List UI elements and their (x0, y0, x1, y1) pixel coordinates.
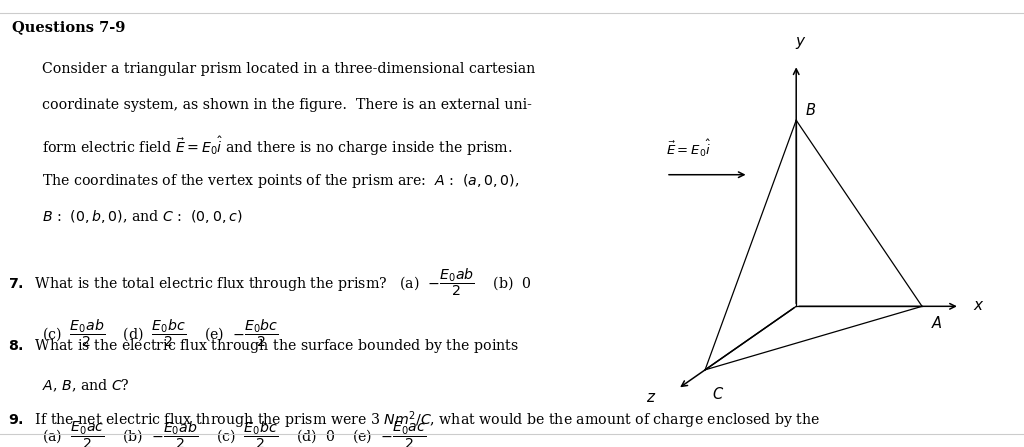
Text: $\vec{E} = E_0\hat{i}$: $\vec{E} = E_0\hat{i}$ (666, 138, 712, 159)
Text: $x$: $x$ (973, 299, 984, 313)
Text: coordinate system, as shown in the figure.  There is an external uni-: coordinate system, as shown in the figur… (42, 98, 531, 112)
Text: (a)  $\dfrac{E_0ac}{2}$    (b)  $-\dfrac{E_0ab}{2}$    (c)  $\dfrac{E_0bc}{2}$  : (a) $\dfrac{E_0ac}{2}$ (b) $-\dfrac{E_0a… (42, 419, 426, 447)
Text: $\mathbf{8.}$  What is the electric flux through the surface bounded by the poin: $\mathbf{8.}$ What is the electric flux … (8, 337, 518, 355)
Text: form electric field $\vec{E} = E_0\hat{i}$ and there is no charge inside the pri: form electric field $\vec{E} = E_0\hat{i… (42, 135, 512, 158)
Text: $C$: $C$ (712, 386, 724, 402)
Text: $\mathbf{7.}$  What is the total electric flux through the prism?   (a)  $-\dfra: $\mathbf{7.}$ What is the total electric… (8, 266, 531, 298)
Text: Consider a triangular prism located in a three-dimensional cartesian: Consider a triangular prism located in a… (42, 62, 535, 76)
Text: $z$: $z$ (646, 391, 656, 405)
Text: $B$ :  $(0, b, 0)$, and $C$ :  $(0, 0, c)$: $B$ : $(0, b, 0)$, and $C$ : $(0, 0, c)$ (42, 208, 242, 225)
Text: $y$: $y$ (795, 35, 806, 51)
Text: (c)  $\dfrac{E_0ab}{2}$    (d)  $\dfrac{E_0bc}{2}$    (e)  $-\dfrac{E_0bc}{2}$: (c) $\dfrac{E_0ab}{2}$ (d) $\dfrac{E_0bc… (42, 317, 279, 349)
Text: Questions 7-9: Questions 7-9 (11, 20, 125, 34)
Text: $A$, $B$, and $C$?: $A$, $B$, and $C$? (42, 378, 129, 394)
Text: The coordinates of the vertex points of the prism are:  $A$ :  $(a, 0, 0)$,: The coordinates of the vertex points of … (42, 172, 519, 190)
Text: $B$: $B$ (805, 102, 816, 118)
Text: $A$: $A$ (931, 316, 942, 331)
Text: $\mathbf{9.}$  If the net electric flux through the prism were 3 $Nm^2/C$, what : $\mathbf{9.}$ If the net electric flux t… (8, 410, 820, 431)
